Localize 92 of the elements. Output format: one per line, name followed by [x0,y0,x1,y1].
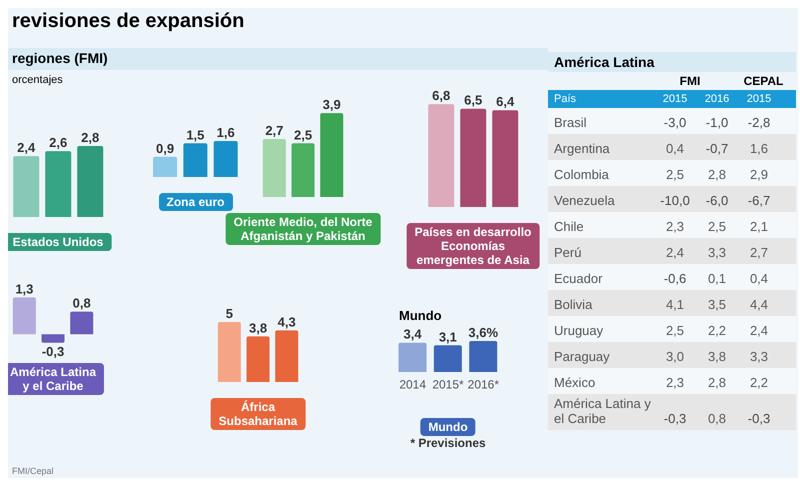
data-label: 3,5 [706,297,728,314]
y-tick-label: Argentina [553,141,611,158]
text: orcentajes [12,74,63,86]
data-label: 2,2 [706,323,728,340]
data-label: 2,1 [748,219,770,236]
y-tick-label: Brasil [553,115,588,132]
data-label: -0,3 [746,411,772,428]
data-label: -0,7 [704,141,730,158]
data-label: 3,3 [748,349,770,366]
data-label: 2,8 [81,130,100,145]
data-label: -6,0 [704,193,730,210]
data-label: 4,3 [278,314,296,330]
text: FMI/Cepal [12,466,54,476]
data-label: 2,9 [748,167,770,184]
data-label: -3,0 [662,115,688,132]
x-tick-label: 2016* [468,378,500,392]
data-label: 6,8 [432,88,450,104]
data-label: 2,4 [664,245,686,262]
x-axis-title: Estados Unidos [12,234,104,251]
y-tick-label: México [553,375,596,392]
data-label: 3,6% [468,325,498,340]
y-tick-label: Bolivia [553,297,594,314]
x-axis-title: Oriente Medio, del Norte Afganistán y Pakistán [226,213,380,245]
data-label: 3,1 [438,329,457,344]
data-label: -6,7 [746,193,772,210]
data-label: 3,8 [248,320,268,336]
data-label: 2,4 [748,323,770,340]
x-axis-title: América Latina y el Caribe [8,364,98,395]
data-label: 4,1 [664,297,686,314]
data-label: 1,5 [186,127,204,142]
text: revisiones de expansión [12,10,244,33]
x-tick-label: 2016 [704,93,730,105]
y-tick-label: América Latina y el Caribe [553,396,652,428]
chart-title: América Latina [548,52,796,72]
data-label: 0,8 [706,411,728,428]
data-label: 2,5 [664,167,686,184]
data-label: 1,3 [15,281,34,296]
data-label: 0,4 [748,271,770,288]
data-label: 2,2 [748,375,770,392]
data-label: 3,9 [322,97,341,112]
data-label: 0,1 [706,271,728,288]
data-label: 3,3 [706,245,728,262]
data-label: 2,8 [706,375,728,392]
data-label: 3,8 [706,349,728,366]
data-label: -0,3 [42,344,64,359]
data-label: 2,8 [706,167,728,184]
x-axis-title: África Subsahariana [210,398,306,430]
y-tick-label: Uruguay [553,323,604,340]
text: * Previsiones [409,436,487,450]
chart-title: Mundo [398,308,443,323]
data-label: -10,0 [659,193,691,210]
data-label: -0,6 [662,271,688,288]
x-axis-title: Países en desarrollo Economías emergentes de Asia [406,223,540,269]
data-label: 0,9 [156,140,174,156]
data-label: 2,5 [664,323,686,340]
data-label: 3,0 [664,349,686,366]
data-label: 1,6 [748,141,770,158]
data-label: 0,4 [664,141,686,158]
text: regiones (FMI) [12,50,108,66]
y-axis-title: País [553,93,578,105]
x-axis-title: Zona euro [158,193,233,211]
data-label: 6,4 [496,94,516,110]
data-label: 2,3 [664,375,686,392]
data-label: 2,7 [265,122,284,138]
data-label: 3,4 [403,326,422,342]
y-tick-label: Colombia [553,167,610,184]
data-label: -0,3 [662,411,688,428]
data-label: 2,5 [706,219,728,236]
x-tick-label: 2015 [662,93,688,105]
data-label: 4,4 [748,297,770,314]
x-tick-label: 2014 [399,378,426,392]
y-tick-label: Paraguay [553,349,611,366]
y-tick-label: Perú [553,245,582,262]
text: CEPAL [742,74,784,88]
data-label: 2,7 [748,245,770,262]
data-label: 6,5 [464,92,482,108]
data-label: 2,6 [49,135,68,150]
data-label: 2,4 [17,140,36,156]
y-tick-label: Venezuela [553,193,616,210]
x-tick-label: 2015* [432,378,464,392]
data-label: 2,3 [664,219,686,236]
x-tick-label: 2015 [746,93,772,105]
data-label: 5 [226,306,233,321]
y-tick-label: Chile [553,219,585,236]
x-axis-title: Mundo [420,418,476,436]
data-label: -1,0 [704,115,730,132]
y-tick-label: Ecuador [553,271,604,288]
data-label: 0,8 [72,296,91,311]
data-label: 1,6 [216,125,235,140]
text: FMI [678,74,702,88]
data-label: -2,8 [746,115,772,132]
data-label: 2,5 [294,127,312,142]
